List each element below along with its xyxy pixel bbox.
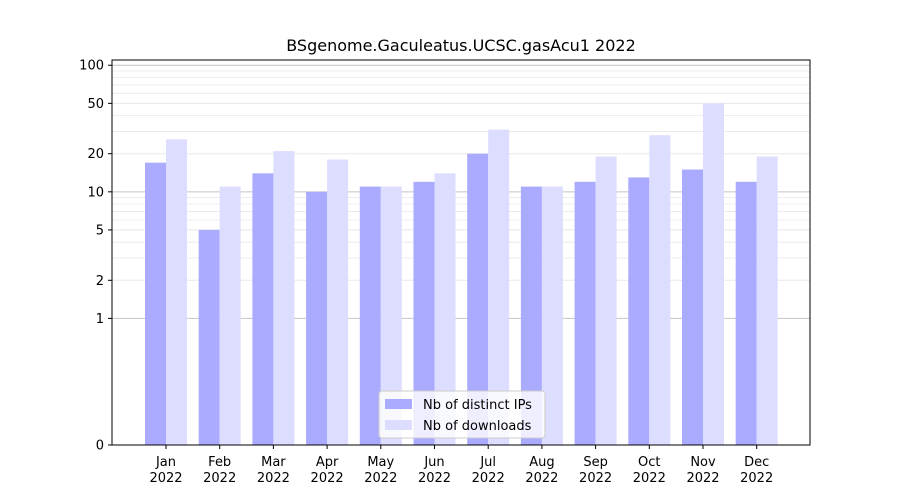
bar-downloads [541,186,563,446]
legend-swatch [385,420,412,430]
x-tick-label-month: Oct [638,455,660,470]
y-tick-label: 100 [79,59,104,74]
y-tick-label: 0 [96,439,104,454]
bar-downloads [327,159,349,445]
x-tick-label-month: Mar [261,455,286,470]
x-tick-label-month: May [367,455,394,470]
bar-downloads [488,129,510,445]
y-tick-label: 5 [96,223,104,238]
bar-distinct-ips [520,186,542,446]
bar-distinct-ips [682,169,703,445]
x-tick-label-year: 2022 [633,471,666,486]
bar-distinct-ips [735,181,757,445]
bar-distinct-ips [467,153,489,446]
legend-swatch [385,399,412,409]
bar-distinct-ips [198,229,220,445]
x-tick-label-month: Nov [690,455,716,470]
bar-downloads [166,139,187,445]
bars [145,103,778,446]
x-tick-label-year: 2022 [579,471,612,486]
y-tick-label: 20 [87,147,104,162]
bar-downloads [273,151,295,445]
x-tick-label-month: Feb [208,455,231,470]
bar-downloads [703,103,724,445]
bar-distinct-ips [359,186,381,446]
bar-downloads [434,173,456,445]
legend-label: Nb of distinct IPs [423,398,532,413]
x-tick-label-month: Dec [744,455,769,470]
bar-downloads [380,186,402,446]
x-tick-label-year: 2022 [740,471,773,486]
chart-title: BSgenome.Gaculeatus.UCSC.gasAcu1 2022 [286,36,636,55]
y-tick-label: 2 [96,274,104,289]
legend: Nb of distinct IPs Nb of downloads [378,390,546,439]
legend-box [378,390,546,439]
bar-downloads [219,186,241,446]
x-tick-label-year: 2022 [472,471,505,486]
x-tick-label-month: Aug [529,455,554,470]
bar-distinct-ips [628,177,650,446]
y-tick-label: 50 [87,97,104,112]
x-tick-label-year: 2022 [203,471,236,486]
legend-label: Nb of downloads [423,419,532,434]
bar-downloads [595,156,617,446]
x-tick-label-year: 2022 [525,471,558,486]
x-tick-label-year: 2022 [149,471,182,486]
x-tick-label-year: 2022 [686,471,719,486]
bar-downloads [649,135,671,445]
x-tick-label-month: Jul [479,455,496,470]
x-tick-label-year: 2022 [311,471,344,486]
x-tick-label-month: Jun [423,455,444,470]
bar-distinct-ips [252,173,274,445]
plot-frame [111,59,811,446]
x-tick-label-year: 2022 [257,471,290,486]
bar-distinct-ips [306,191,328,445]
x-tick-label-year: 2022 [364,471,397,486]
x-tick-label-year: 2022 [418,471,451,486]
bar-distinct-ips [574,181,596,445]
x-tick-label-month: Sep [583,455,608,470]
y-tick-label: 10 [87,185,104,200]
x-tick-label-month: Jan [155,455,176,470]
axes: 0125102050100Jan2022Feb2022Mar2022Apr202… [79,59,773,486]
y-tick-label: 1 [96,312,104,327]
x-tick-label-month: Apr [316,455,339,470]
bar-distinct-ips [413,181,435,445]
bar-downloads [756,156,778,446]
bar-distinct-ips [145,162,166,445]
